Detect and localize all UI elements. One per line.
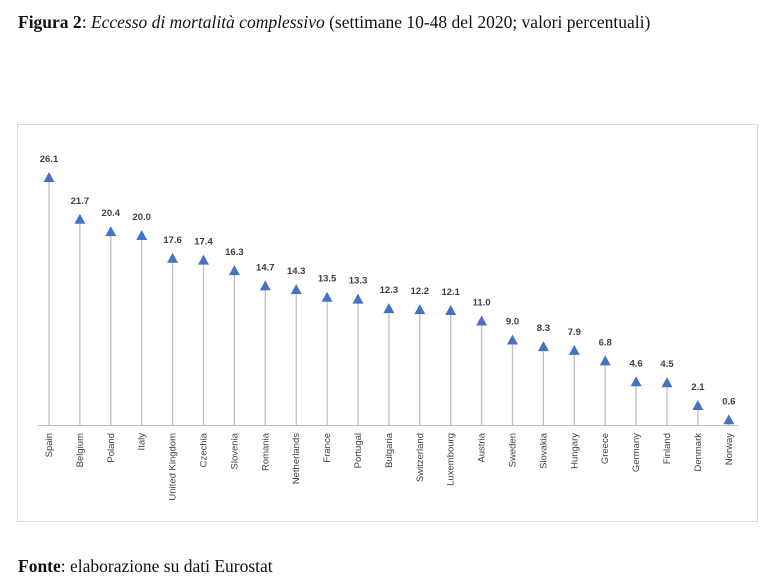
value-label: 12.2: [411, 286, 430, 297]
marker: [198, 254, 209, 265]
marker: [105, 226, 117, 237]
category-label: Portugal: [353, 433, 364, 468]
category-label: Finland: [662, 433, 673, 464]
category-label: Austria: [477, 432, 488, 462]
category-label: Hungary: [569, 433, 580, 469]
marker: [167, 252, 179, 263]
value-label: 16.3: [225, 247, 244, 258]
source-note: Fonte: elaborazione su dati Eurostat: [18, 556, 273, 576]
category-label: Norway: [724, 433, 735, 465]
value-label: 0.6: [722, 396, 735, 407]
category-label: United Kingdom: [168, 433, 179, 501]
value-label: 17.4: [194, 237, 213, 248]
category-label: Sweden: [508, 433, 519, 467]
marker: [136, 229, 148, 240]
marker: [476, 315, 488, 326]
value-label: 8.3: [537, 323, 550, 334]
category-label: Netherlands: [291, 433, 302, 484]
category-label: Slovakia: [538, 432, 549, 469]
marker: [259, 280, 271, 291]
category-label: Belgium: [75, 433, 86, 467]
marker: [599, 355, 611, 366]
value-label: 14.3: [287, 266, 306, 277]
value-label: 20.0: [132, 212, 151, 223]
value-label: 4.6: [629, 358, 642, 369]
category-label: Switzerland: [415, 433, 426, 482]
value-label: 7.9: [568, 327, 581, 338]
value-label: 12.3: [380, 285, 399, 296]
marker: [228, 265, 240, 276]
category-label: Spain: [44, 433, 55, 457]
value-label: 13.3: [349, 276, 368, 287]
category-label: Denmark: [693, 433, 704, 472]
category-label: Czechia: [199, 432, 210, 467]
value-label: 26.1: [40, 154, 59, 165]
category-label: Slovenia: [229, 432, 240, 469]
marker: [321, 291, 333, 302]
category-label: Romania: [260, 432, 271, 471]
value-label: 9.0: [506, 316, 519, 327]
value-label: 20.4: [102, 208, 121, 219]
value-label: 21.7: [71, 196, 90, 207]
source-label: Fonte: [18, 556, 61, 576]
marker: [692, 400, 704, 411]
figure-subtitle: (settimane 10-48 del 2020; valori percen…: [329, 12, 651, 32]
marker: [445, 305, 457, 316]
marker: [568, 344, 580, 355]
marker: [507, 334, 518, 345]
marker: [383, 303, 395, 314]
lollipop-chart: 26.1 Spain 21.7 Belgium 20.4 Poland 20.0 Italy 1…: [38, 154, 738, 501]
marker: [723, 414, 735, 425]
category-label: France: [322, 433, 333, 463]
marker: [661, 377, 673, 388]
marker: [74, 213, 86, 224]
value-label: 6.8: [599, 337, 612, 348]
category-label: Italy: [137, 433, 148, 451]
figure-label: Figura 2: [18, 12, 82, 32]
category-label: Luxembourg: [446, 433, 457, 486]
value-label: 4.5: [660, 359, 674, 370]
marker: [290, 284, 302, 295]
marker: [630, 376, 642, 387]
value-label: 12.1: [441, 287, 460, 298]
source-text: elaborazione su dati Eurostat: [70, 556, 273, 576]
chart-frame: 26.1 Spain 21.7 Belgium 20.4 Poland 20.0 Italy 1…: [17, 124, 758, 522]
value-label: 17.6: [163, 235, 182, 246]
figure-title: Eccesso di mortalità complessivo: [90, 12, 325, 32]
marker: [43, 172, 55, 182]
figure-caption: Figura 2: Eccesso di mortalità complessi…: [18, 12, 651, 32]
category-label: Bulgaria: [384, 432, 395, 468]
value-label: 2.1: [691, 382, 705, 393]
marker: [352, 293, 364, 304]
value-label: 11.0: [473, 297, 491, 308]
value-label: 13.5: [318, 274, 337, 285]
category-label: Germany: [631, 433, 642, 472]
marker: [537, 341, 549, 352]
marker: [414, 304, 426, 315]
category-label: Poland: [106, 433, 117, 463]
category-label: Greece: [600, 433, 611, 464]
value-label: 14.7: [256, 262, 275, 273]
